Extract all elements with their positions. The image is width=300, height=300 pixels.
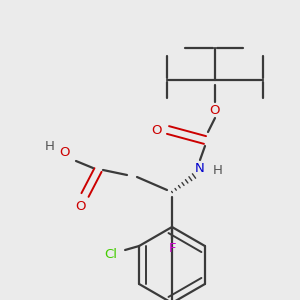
Text: Cl: Cl xyxy=(105,248,118,260)
Text: H: H xyxy=(45,140,55,152)
Text: O: O xyxy=(75,200,85,214)
Text: N: N xyxy=(195,161,205,175)
Text: H: H xyxy=(213,164,223,176)
Text: O: O xyxy=(210,103,220,116)
Text: O: O xyxy=(151,124,161,136)
Text: O: O xyxy=(60,146,70,160)
Text: F: F xyxy=(168,242,176,256)
